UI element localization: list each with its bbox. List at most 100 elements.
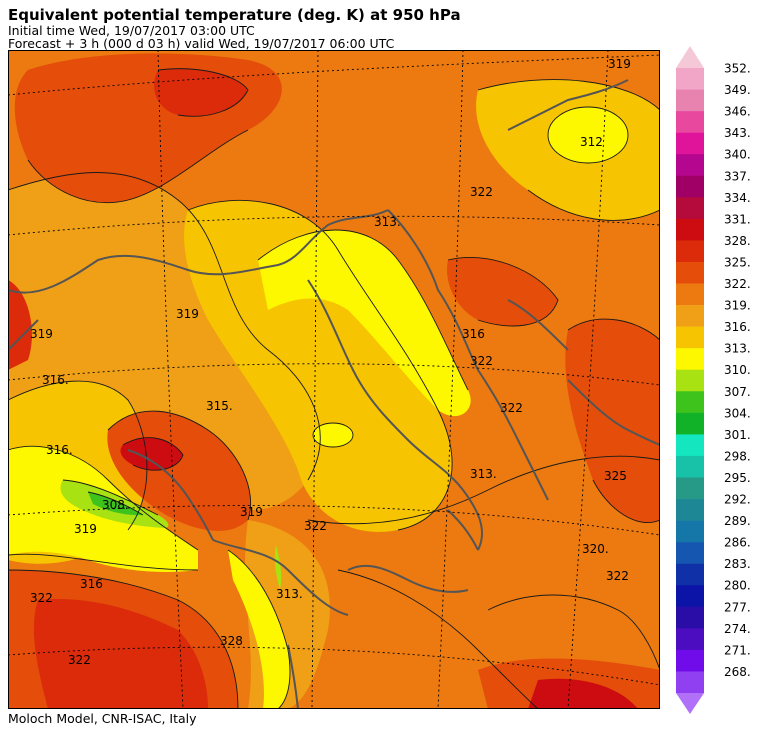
field-331-southeast-core bbox=[528, 678, 638, 709]
model-credit: Moloch Model, CNR-ISAC, Italy bbox=[8, 711, 197, 726]
contour-label: 316 bbox=[80, 577, 103, 591]
colorbar-swatch bbox=[676, 391, 704, 414]
colorbar-swatch bbox=[676, 520, 704, 543]
field-313-corridor bbox=[228, 550, 290, 709]
contour-label: 313. bbox=[470, 467, 497, 481]
contour-label: 322 bbox=[304, 519, 327, 533]
contour-label: 316 bbox=[462, 327, 485, 341]
colorbar-level-label: 271. bbox=[724, 643, 751, 657]
colorbar-swatch bbox=[676, 326, 704, 349]
color-scale-legend: 352. 349. 346. 343. 340. 337. 334. 331. 328. 325.… bbox=[676, 46, 751, 714]
colorbar-swatch bbox=[676, 563, 704, 586]
field-310-small bbox=[274, 545, 282, 590]
colorbar-swatch bbox=[676, 606, 704, 629]
colorbar-swatch bbox=[676, 585, 704, 608]
colorbar-level-label: 298. bbox=[724, 449, 751, 463]
field-328-west-edge bbox=[8, 280, 32, 370]
field-331-southwest-core bbox=[33, 599, 208, 709]
coastlines bbox=[8, 79, 660, 709]
contour-label: 328 bbox=[220, 634, 243, 648]
colorbar-swatch bbox=[676, 477, 704, 500]
colorbar-swatch bbox=[676, 68, 704, 90]
colorbar-swatch bbox=[676, 154, 704, 177]
colorbar-level-label: 331. bbox=[724, 212, 751, 226]
colorbar-level-label: 322. bbox=[724, 277, 751, 291]
contour-label: 313. bbox=[276, 587, 303, 601]
field-305-core bbox=[88, 492, 143, 516]
colorbar-level-label: 337. bbox=[724, 169, 751, 183]
colorbar-swatch bbox=[676, 412, 704, 435]
contour-label: 322 bbox=[470, 354, 493, 368]
contour-label: 313. bbox=[374, 215, 401, 229]
contour-label: 322 bbox=[470, 185, 493, 199]
lat-lon-grid bbox=[8, 50, 660, 709]
colorbar-level-label: 307. bbox=[724, 385, 751, 399]
colorbar-level-label: 274. bbox=[724, 622, 751, 636]
contour-label: 319 bbox=[608, 57, 631, 71]
colorbar-swatch bbox=[676, 305, 704, 327]
equivalent-potential-temperature-map: 319 316. 322 319 316. 312 322 325 319 31… bbox=[8, 50, 660, 709]
colorbar-swatch bbox=[676, 132, 704, 155]
colorbar-level-label: 346. bbox=[724, 105, 751, 119]
contour-label: 308. bbox=[102, 498, 129, 512]
colorbar-swatches bbox=[676, 68, 704, 694]
contour-label: 325 bbox=[604, 469, 627, 483]
chart-title: Equivalent potential temperature (deg. K… bbox=[8, 6, 461, 24]
contour-label: 320. bbox=[582, 542, 609, 556]
forecast-valid-label: Forecast + 3 h (000 d 03 h) valid Wed, 1… bbox=[8, 36, 395, 51]
contour-label: 319 bbox=[176, 307, 199, 321]
colorbar-swatch bbox=[676, 455, 704, 478]
colorbar-level-label: 352. bbox=[724, 62, 751, 76]
colorbar-swatch bbox=[676, 89, 704, 112]
colorbar-level-label: 316. bbox=[724, 320, 751, 334]
colorbar-level-label: 343. bbox=[724, 126, 751, 140]
colorbar-level-label: 334. bbox=[724, 191, 751, 205]
colorbar-level-label: 286. bbox=[724, 536, 751, 550]
colorbar-swatch bbox=[676, 649, 704, 672]
colorbar-level-label: 310. bbox=[724, 363, 751, 377]
contour-lines bbox=[8, 68, 660, 709]
colorbar-level-label: 328. bbox=[724, 234, 751, 248]
colorbar-swatch bbox=[676, 542, 704, 564]
colorbar-level-label: 313. bbox=[724, 342, 751, 356]
colorbar-swatch bbox=[676, 671, 704, 694]
field-313-spot-center bbox=[313, 423, 353, 447]
colorbar-level-label: 295. bbox=[724, 471, 751, 485]
colorbar-swatch bbox=[676, 240, 704, 263]
colorbar-swatch bbox=[676, 283, 704, 306]
colorbar-level-label: 283. bbox=[724, 557, 751, 571]
contour-label: 319 bbox=[240, 505, 263, 519]
colorbar-level-label: 277. bbox=[724, 600, 751, 614]
colorbar-level-label: 268. bbox=[724, 665, 751, 679]
colorbar-level-label: 319. bbox=[724, 299, 751, 313]
colorbar-level-label: 289. bbox=[724, 514, 751, 528]
contour-label: 322 bbox=[500, 401, 523, 415]
contour-label: 316. bbox=[42, 373, 69, 387]
colorbar-top-arrow bbox=[676, 46, 704, 68]
contour-label: 312 bbox=[580, 135, 603, 149]
contour-label: 322 bbox=[30, 591, 53, 605]
colorbar-swatch bbox=[676, 261, 704, 284]
colorbar-level-label: 304. bbox=[724, 406, 751, 420]
colorbar-level-label: 280. bbox=[724, 579, 751, 593]
colorbar-level-label: 325. bbox=[724, 255, 751, 269]
colorbar-swatch bbox=[676, 218, 704, 241]
colorbar-bottom-arrow bbox=[676, 693, 704, 714]
field-319-center bbox=[184, 200, 453, 532]
colorbar-swatch bbox=[676, 628, 704, 651]
contour-label: 315. bbox=[206, 399, 233, 413]
contour-label: 316. bbox=[46, 443, 73, 457]
colorbar-level-label: 301. bbox=[724, 428, 751, 442]
colorbar-swatch bbox=[676, 111, 704, 133]
colorbar-level-label: 349. bbox=[724, 83, 751, 97]
colorbar-level-label: 340. bbox=[724, 148, 751, 162]
colorbar-swatch bbox=[676, 348, 704, 371]
field-331-west-core bbox=[120, 437, 183, 471]
colorbar-swatch bbox=[676, 369, 704, 392]
colorbar-swatch bbox=[676, 197, 704, 220]
colorbar-swatch bbox=[676, 175, 704, 198]
field-313-spot-northeast bbox=[548, 107, 628, 163]
colorbar-swatch bbox=[676, 434, 704, 457]
initial-time-label: Initial time Wed, 19/07/2017 03:00 UTC bbox=[8, 23, 255, 38]
contour-label: 319 bbox=[30, 327, 53, 341]
